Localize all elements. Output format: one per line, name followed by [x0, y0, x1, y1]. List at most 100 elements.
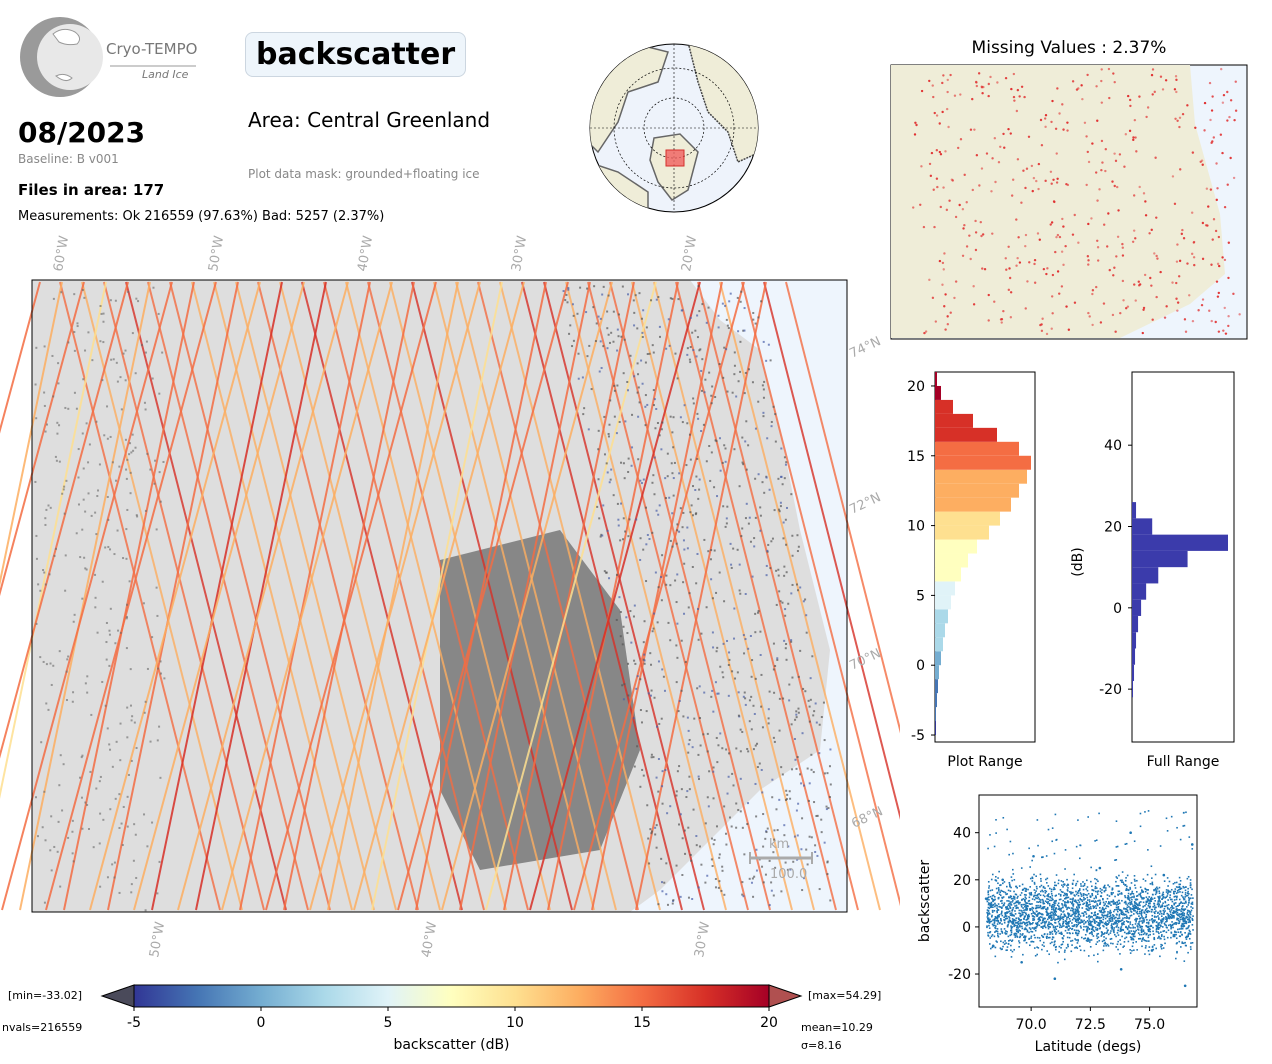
missing-point: [953, 94, 957, 97]
missing-point: [1062, 263, 1065, 267]
missing-point: [1114, 159, 1118, 163]
missing-point: [1234, 109, 1238, 112]
missing-point: [1192, 256, 1196, 259]
colorbar-label: backscatter (dB): [393, 1037, 509, 1053]
missing-point: [1217, 235, 1221, 239]
missing-point: [1104, 169, 1107, 173]
missing-point: [1050, 182, 1053, 185]
missing-point: [969, 257, 972, 261]
missing-point: [1017, 236, 1020, 239]
satellite-track: [499, 281, 661, 911]
logo-subtitle: Land Ice: [142, 68, 189, 81]
missing-point: [1035, 179, 1038, 183]
colorbar-tick: 20: [760, 1015, 778, 1031]
missing-point: [1192, 241, 1196, 244]
missing-point: [1038, 238, 1041, 241]
missing-point: [994, 180, 997, 184]
missing-point: [1125, 307, 1128, 310]
missing-point: [1208, 309, 1211, 312]
cryo-tempo-logo: Cryo-TEMPO Land Ice: [18, 16, 208, 100]
mean-label: mean=10.29: [801, 1021, 873, 1034]
satellite-track: [609, 281, 771, 911]
scatter-point: [1041, 906, 1045, 910]
missing-point: [1194, 126, 1197, 129]
missing-point: [1191, 151, 1195, 154]
scatter-point: [1086, 937, 1090, 940]
missing-point: [1111, 313, 1115, 317]
missing-point: [1087, 311, 1090, 315]
hist-bar: [1132, 583, 1147, 600]
missing-point: [1010, 194, 1014, 197]
missing-point: [1197, 309, 1200, 312]
scatter-point: [1172, 911, 1175, 915]
missing-point: [923, 331, 926, 335]
missing-point: [1201, 163, 1204, 166]
missing-point: [959, 93, 962, 96]
missing-point: [1203, 101, 1207, 105]
missing-point: [1008, 267, 1011, 270]
logo-icon: [20, 17, 196, 97]
satellite-track: [485, 281, 657, 911]
missing-point: [1096, 246, 1100, 249]
missing-point: [1009, 316, 1013, 319]
missing-point: [1177, 275, 1181, 278]
missing-point: [1227, 314, 1230, 318]
missing-point: [1138, 185, 1141, 189]
missing-point: [1144, 200, 1147, 203]
missing-point: [1091, 289, 1095, 292]
missing-point: [969, 128, 973, 131]
missing-point: [971, 188, 974, 192]
satellite-track: [265, 281, 437, 911]
missing-point: [1155, 254, 1158, 258]
missing-point: [1212, 218, 1216, 221]
missing-point: [1024, 186, 1027, 190]
satellite-track: [345, 281, 507, 911]
hist-bar: [935, 665, 939, 680]
missing-point: [1211, 95, 1214, 98]
hist-bar: [1132, 550, 1188, 568]
lon-label-bottom: 50°W: [147, 921, 168, 959]
missing-point: [1008, 276, 1012, 280]
missing-point: [1088, 315, 1091, 318]
satellite-track: [455, 281, 617, 911]
missing-point: [1229, 156, 1232, 160]
satellite-track: [441, 281, 613, 911]
missing-point: [942, 74, 945, 77]
missing-point: [1201, 298, 1205, 301]
missing-point: [1149, 276, 1152, 280]
missing-point: [1116, 235, 1120, 238]
missing-point: [1007, 245, 1010, 248]
hist-bar: [935, 609, 948, 624]
scale-bar: km 100.0: [749, 837, 813, 882]
lat-label: 72°N: [847, 490, 883, 517]
missing-point: [931, 84, 934, 87]
missing-point: [1075, 88, 1079, 91]
missing-point: [922, 225, 926, 229]
missing-point: [971, 97, 974, 101]
missing-point: [1178, 125, 1181, 129]
polar-locator-map: [588, 42, 760, 214]
missing-point: [1114, 330, 1117, 333]
missing-point: [928, 79, 931, 83]
hist-bar: [935, 483, 1019, 498]
missing-point: [1123, 165, 1126, 168]
missing-point: [1033, 258, 1037, 262]
hist-ytick: 20: [907, 379, 925, 395]
missing-point: [1026, 280, 1029, 283]
missing-point: [1096, 199, 1099, 202]
colorbar-tick: 15: [633, 1015, 651, 1031]
satellite-track: [195, 281, 327, 911]
missing-point: [1066, 129, 1069, 132]
missing-point: [915, 123, 918, 127]
satellite-track: [107, 281, 239, 911]
missing-point: [931, 296, 935, 300]
missing-point: [1150, 284, 1153, 287]
satellite-track: [477, 281, 639, 911]
full-range-histogram: -20 0 20 40 Full Range (dB): [1060, 362, 1250, 772]
missing-point: [1056, 87, 1059, 90]
missing-point: [978, 184, 981, 187]
missing-point: [1203, 129, 1206, 132]
missing-point: [1056, 177, 1059, 180]
missing-point: [1128, 129, 1132, 133]
missing-point: [1060, 250, 1064, 253]
